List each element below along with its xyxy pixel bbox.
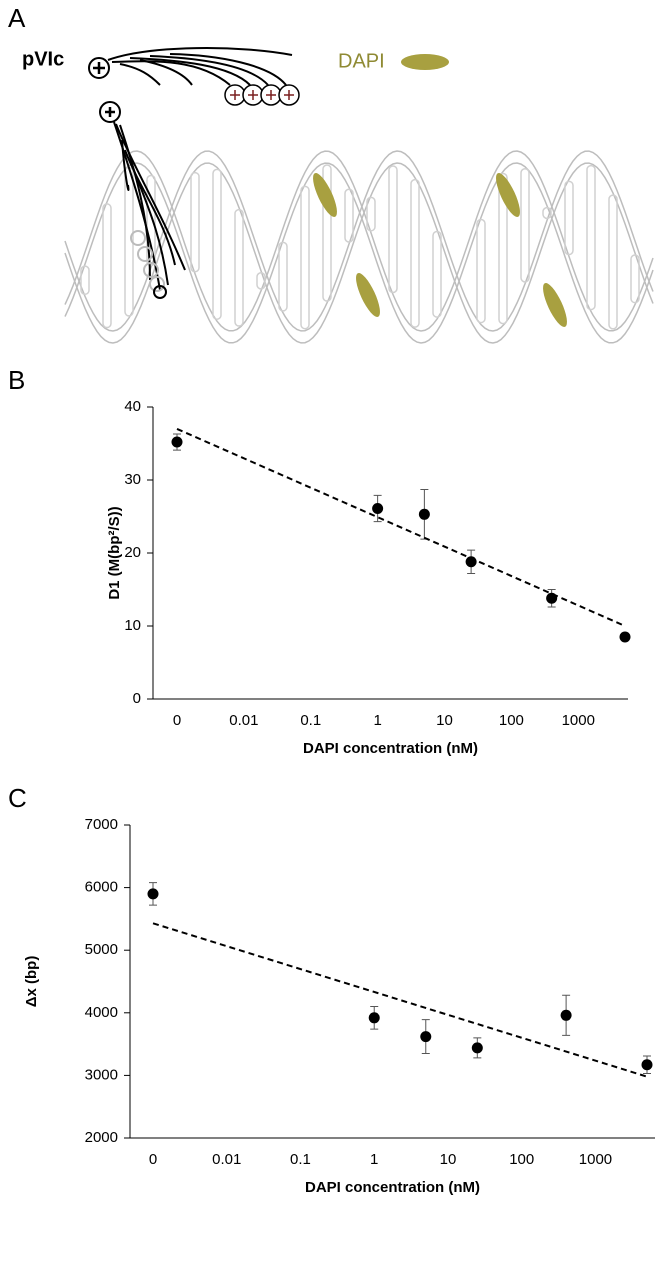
- base-pair: [410, 178, 420, 328]
- data-point: [368, 1012, 380, 1024]
- base-pair: [630, 254, 640, 304]
- fit-line: [152, 922, 648, 1078]
- x-tick-label: 0: [149, 1151, 157, 1168]
- base-pair: [608, 194, 618, 330]
- base-pair: [256, 271, 266, 290]
- x-tick-label: 1: [373, 712, 381, 729]
- helix-strand: [64, 150, 654, 332]
- base-pair: [300, 185, 310, 330]
- x-tick-label: 10: [436, 712, 453, 729]
- base-pair: [586, 164, 596, 311]
- x-tick-label: 100: [509, 1151, 534, 1168]
- x-tick-label: 0.1: [300, 712, 321, 729]
- base-pair: [564, 180, 574, 256]
- base-pair: [542, 206, 552, 220]
- x-axis-title: DAPI concentration (nM): [305, 1179, 480, 1196]
- base-pair: [146, 174, 156, 267]
- y-tick-label: 2000: [85, 1129, 118, 1146]
- x-axis-title: DAPI concentration (nM): [303, 740, 478, 757]
- data-point: [420, 1031, 432, 1043]
- x-tick-label: 0.01: [212, 1151, 241, 1168]
- y-axis-title: D1 (M(bp²/S)): [106, 506, 123, 599]
- data-point: [372, 502, 384, 514]
- base-pair: [190, 171, 200, 273]
- y-tick-label: 20: [124, 544, 141, 561]
- panel-label: C: [8, 783, 27, 813]
- x-tick-label: 1000: [562, 712, 595, 729]
- protein-label: pVIc: [22, 48, 64, 70]
- x-tick-label: 0.1: [290, 1151, 311, 1168]
- protein-charges: [224, 84, 300, 106]
- y-tick-label: 5000: [85, 941, 118, 958]
- data-point: [418, 508, 430, 520]
- y-tick-label: 30: [124, 471, 141, 488]
- x-tick-label: 0: [173, 712, 181, 729]
- x-tick-label: 100: [499, 712, 524, 729]
- data-point: [560, 1009, 572, 1021]
- base-pair: [234, 208, 244, 327]
- y-tick-label: 3000: [85, 1066, 118, 1083]
- helix-strand: [64, 162, 654, 344]
- x-tick-label: 1000: [579, 1151, 612, 1168]
- dapi-legend-mark: [401, 54, 449, 70]
- data-point: [171, 436, 183, 448]
- dapi-molecules: [313, 173, 567, 327]
- base-pair: [432, 230, 442, 318]
- base-pair: [366, 196, 376, 232]
- y-tick-label: 7000: [85, 816, 118, 833]
- protein-bound: [99, 101, 186, 299]
- data-point: [619, 631, 631, 643]
- base-pair: [476, 218, 486, 324]
- dna-helix: [64, 150, 654, 344]
- dapi-label: DAPI: [338, 50, 385, 72]
- base-pair: [212, 168, 222, 320]
- base-pair: [388, 165, 398, 294]
- y-tick-label: 4000: [85, 1004, 118, 1021]
- data-point: [641, 1059, 653, 1071]
- base-pair: [278, 241, 288, 312]
- fit-line: [176, 427, 626, 627]
- helix-strand: [64, 162, 654, 344]
- y-tick-label: 40: [124, 398, 141, 415]
- panel-label: B: [8, 365, 25, 395]
- base-pair: [102, 203, 112, 329]
- y-tick-label: 6000: [85, 879, 118, 896]
- y-tick-label: 10: [124, 617, 141, 634]
- protein-top: [88, 47, 293, 86]
- base-pair: [344, 188, 354, 243]
- panel-label: A: [8, 3, 26, 33]
- data-point: [471, 1042, 483, 1054]
- x-tick-label: 1: [370, 1151, 378, 1168]
- y-axis-title: Δx (bp): [23, 956, 40, 1008]
- base-pair: [322, 164, 332, 302]
- helix-strand: [64, 150, 654, 332]
- y-tick-label: 0: [133, 690, 141, 707]
- base-pair: [498, 172, 508, 325]
- x-tick-label: 0.01: [229, 712, 258, 729]
- base-pair: [80, 265, 90, 296]
- base-pair: [520, 167, 530, 283]
- x-tick-label: 10: [440, 1151, 457, 1168]
- data-point: [147, 888, 159, 900]
